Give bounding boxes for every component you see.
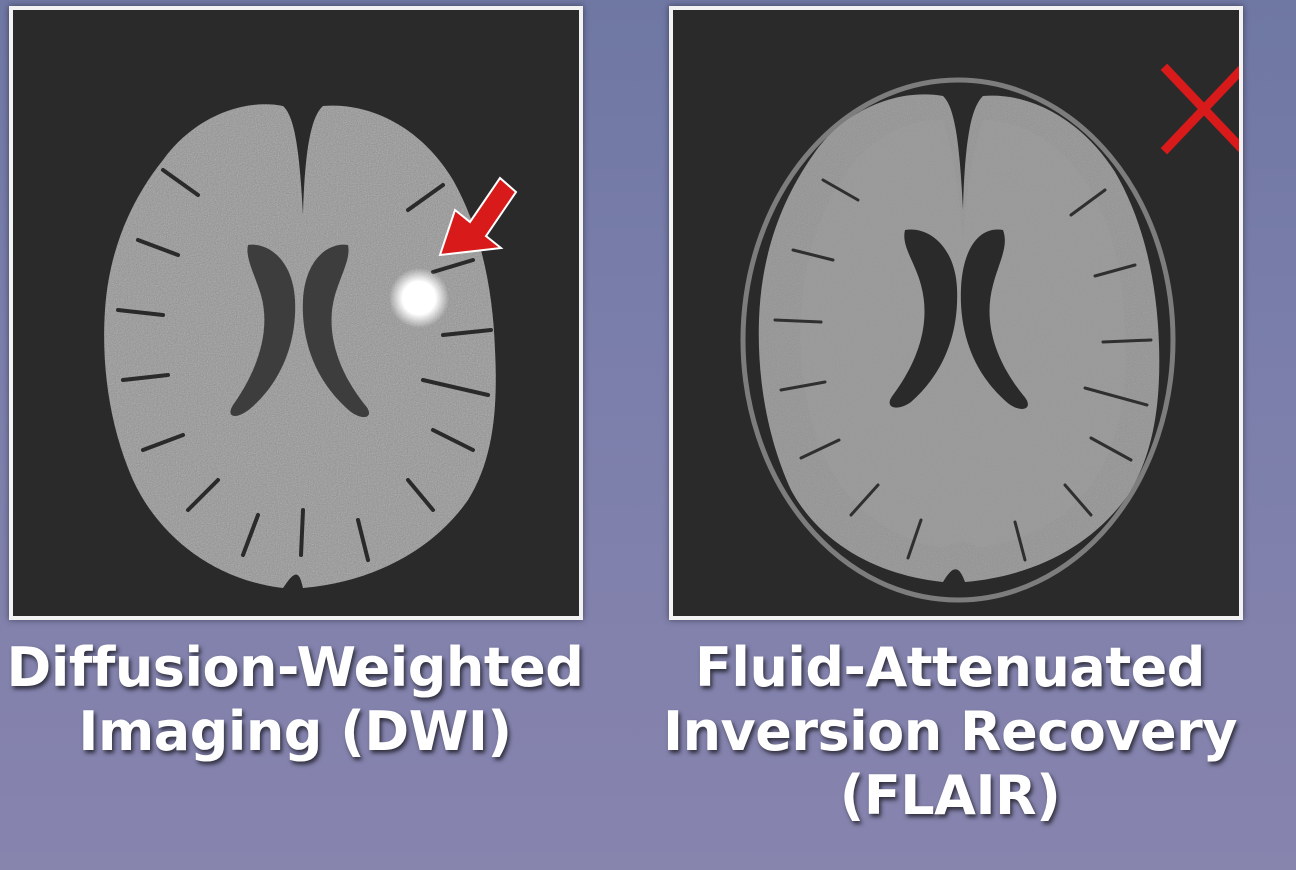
flair-caption-line-2: Inversion Recovery: [663, 700, 1237, 763]
flair-caption-line-3: (FLAIR): [839, 764, 1061, 827]
flair-brain-scan: [740, 63, 1239, 603]
arrow-icon: [438, 176, 518, 257]
dwi-caption: Diffusion-Weighted Imaging (DWI): [0, 636, 590, 764]
flair-brain-outline: [758, 94, 1160, 583]
flair-caption-line-1: Fluid-Attenuated: [695, 636, 1205, 699]
dwi-caption-line-2: Imaging (DWI): [78, 700, 512, 763]
dwi-caption-line-1: Diffusion-Weighted: [6, 636, 584, 699]
flair-image-panel: [669, 6, 1243, 620]
dwi-image-panel: [9, 6, 583, 620]
flair-caption: Fluid-Attenuated Inversion Recovery (FLA…: [640, 636, 1260, 828]
dwi-brain-scan: [104, 104, 518, 588]
dwi-brain-outline: [104, 104, 496, 588]
flair-skull-outline: [740, 77, 1176, 603]
dwi-lesion-hotspot: [389, 268, 449, 328]
cross-icon: [1160, 63, 1239, 155]
